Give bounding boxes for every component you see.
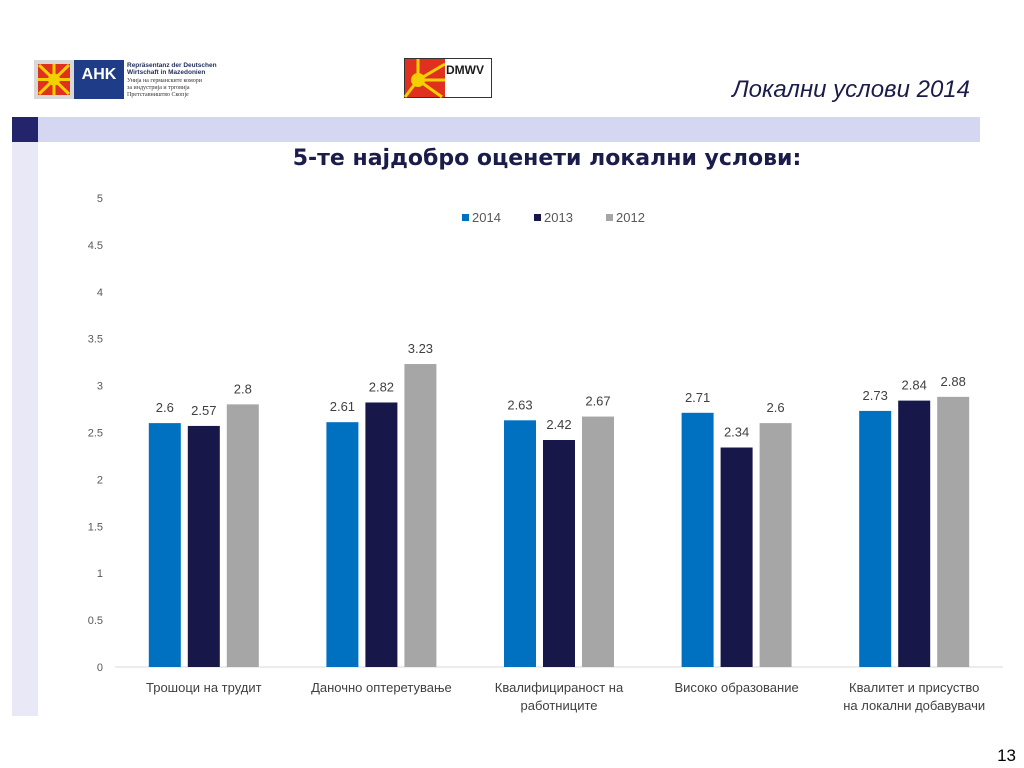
bar-2014: [148, 423, 181, 667]
y-tick-label: 2: [97, 474, 103, 486]
slide-heading: Локални услови 2014: [732, 76, 970, 103]
legend-swatch: [462, 214, 469, 221]
data-label: 2.73: [863, 388, 888, 403]
data-label: 2.88: [941, 374, 966, 389]
data-label: 2.71: [685, 390, 710, 405]
data-label: 2.42: [546, 417, 571, 432]
category-label: Високо образование: [675, 680, 799, 695]
y-tick-label: 3: [97, 381, 103, 393]
data-label: 2.82: [369, 379, 394, 394]
category-label: работниците: [521, 698, 598, 713]
y-tick-label: 2.5: [88, 428, 103, 440]
bar-2012: [226, 404, 259, 667]
ahk-line-5: Претставништво Скопје: [127, 92, 189, 98]
category-label: на локални добавувачи: [843, 698, 985, 713]
category-label: Трошоци на трудит: [146, 680, 262, 695]
bar-2012: [937, 396, 970, 667]
y-tick-label: 1: [97, 568, 103, 580]
y-tick-label: 3.5: [88, 334, 103, 346]
dmwv-mark: DMWV: [446, 63, 484, 77]
bar-2013: [720, 447, 753, 667]
bar-2012: [582, 416, 614, 667]
bar-2012: [759, 423, 792, 667]
dmwv-logo: DMWV: [404, 58, 492, 98]
bars: [148, 364, 970, 667]
y-tick-label: 4.5: [88, 240, 103, 252]
data-label: 2.63: [507, 397, 532, 412]
data-label: 2.61: [330, 399, 355, 414]
band-accent-square: [12, 117, 38, 142]
macedonian-sun-icon: [37, 63, 71, 96]
ahk-logo: AHK Repräsentanz der Deutschen Wirtschaf…: [34, 60, 222, 99]
data-label: 3.23: [408, 341, 433, 356]
category-label: Квалифицираност на: [495, 680, 624, 695]
data-label: 2.67: [585, 394, 610, 409]
ahk-line-4: за индустрија и трговија: [127, 85, 190, 91]
page-number: 13: [997, 746, 1016, 765]
header-band: [12, 117, 980, 142]
bar-2014: [504, 420, 536, 667]
legend-label: 2013: [544, 210, 573, 225]
category-label: Даночно оптеретување: [311, 680, 452, 695]
bar-2013: [898, 400, 931, 667]
ahk-line-1: Repräsentanz der Deutschen: [127, 62, 217, 69]
y-tick-label: 4: [97, 287, 103, 299]
legend-swatch: [534, 214, 541, 221]
bar-2014: [859, 410, 892, 667]
data-label: 2.57: [191, 403, 216, 418]
category-labels: Трошоци на трудит Даночно оптеретување Ква…: [146, 680, 985, 713]
bar-2013: [365, 402, 398, 667]
sun-rays-icon: [404, 59, 446, 98]
legend-swatch: [606, 214, 613, 221]
legend-label: 2012: [616, 210, 645, 225]
data-label: 2.6: [156, 400, 174, 415]
data-label: 2.8: [234, 381, 252, 396]
ahk-mark: AHK: [82, 66, 117, 83]
data-label: 2.34: [724, 425, 749, 440]
value-labels: 2.6 2.57 2.8 2.61 2.82 3.23 2.63 2.42 2.67 2.71 2.…: [156, 341, 966, 439]
chart-title: 5-те најдобро оценети локални услови:: [292, 146, 802, 171]
y-tick-label: 0: [97, 662, 103, 674]
side-band: [12, 142, 38, 716]
bar-2013: [187, 425, 220, 667]
bar-2014: [681, 412, 714, 667]
y-tick-label: 0.5: [88, 615, 103, 627]
ahk-line-3: Унија на германските комори: [127, 78, 203, 84]
ahk-line-2: Wirtschaft in Mazedonien: [127, 69, 205, 76]
legend-label: 2014: [472, 210, 501, 225]
y-tick-label: 5: [97, 193, 103, 205]
legend: 2014 2013 2012: [462, 210, 645, 225]
category-label: Квалитет и присуство: [849, 680, 979, 695]
bar-2013: [543, 440, 575, 667]
data-label: 2.6: [767, 400, 785, 415]
y-axis: 0 0.5 1 1.5 2 2.5 3 3.5 4 4.5 5: [88, 193, 103, 674]
data-label: 2.84: [902, 378, 927, 393]
bar-2014: [326, 422, 359, 667]
y-tick-label: 1.5: [88, 521, 103, 533]
bar-2012: [404, 364, 437, 667]
